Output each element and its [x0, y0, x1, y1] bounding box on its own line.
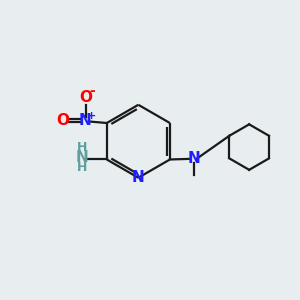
Text: O: O — [56, 113, 69, 128]
Text: N: N — [79, 113, 92, 128]
Text: N: N — [132, 170, 145, 185]
Text: O: O — [79, 90, 92, 105]
Text: N: N — [76, 150, 88, 165]
Text: H: H — [77, 161, 87, 174]
Text: H: H — [77, 141, 87, 154]
Text: N: N — [187, 151, 200, 166]
Text: +: + — [87, 111, 96, 121]
Text: -: - — [89, 84, 95, 98]
